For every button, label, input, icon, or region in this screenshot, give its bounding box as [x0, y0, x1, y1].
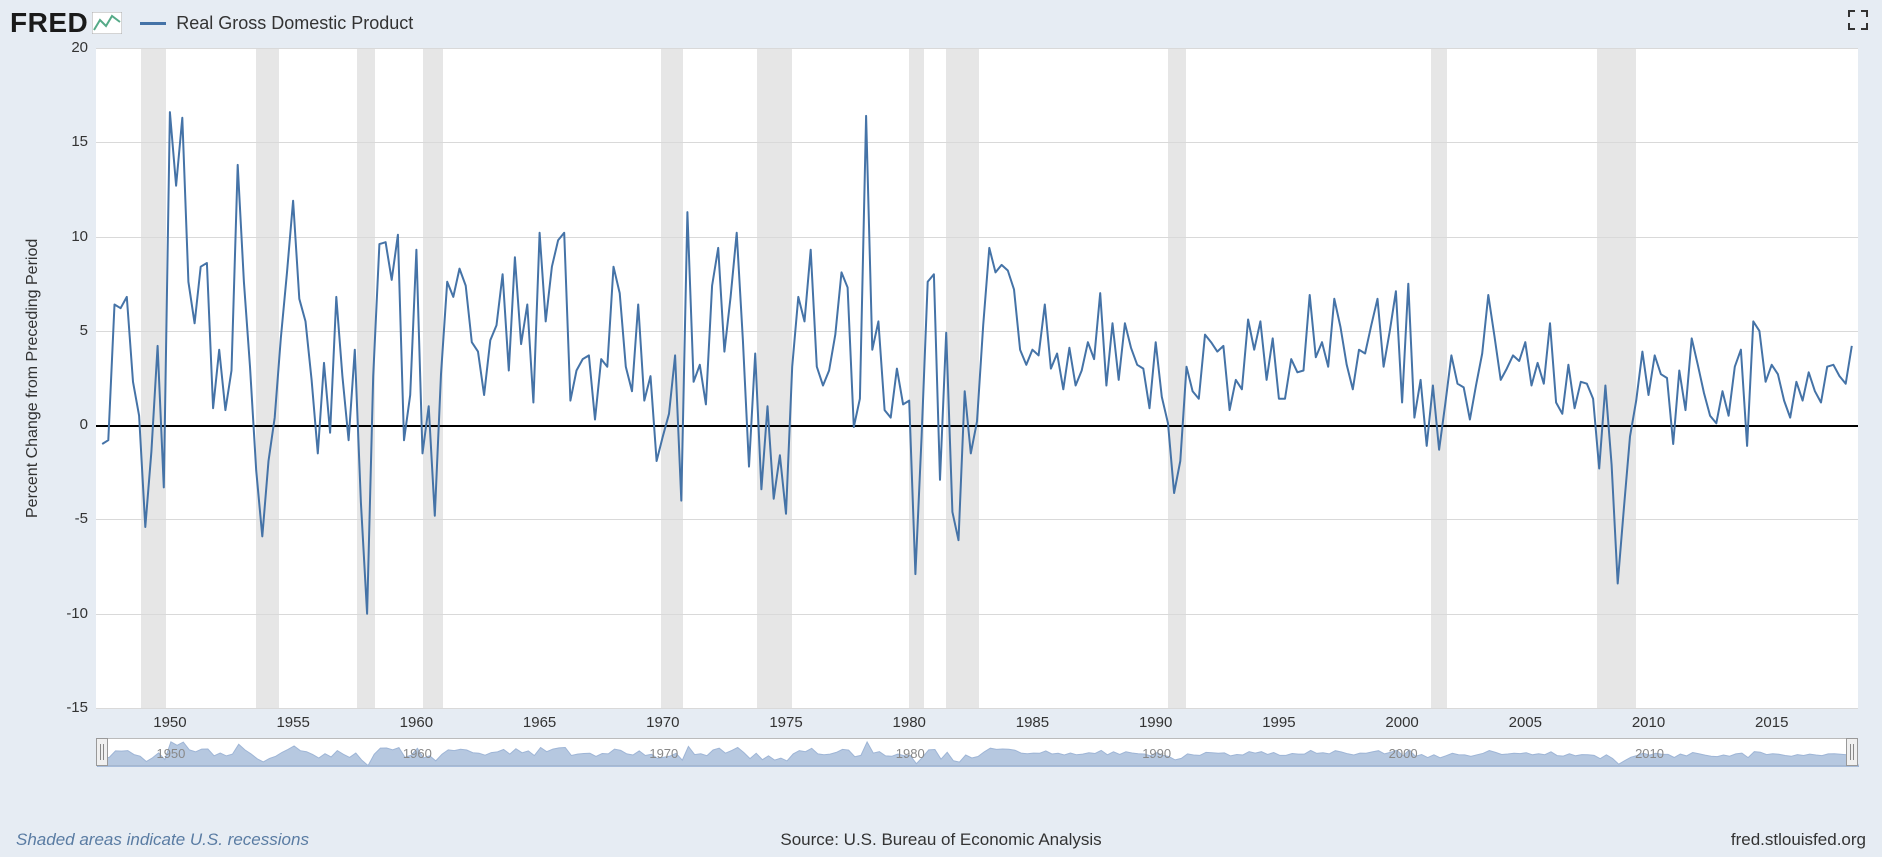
xtick-label: 2010 — [1632, 714, 1665, 731]
xtick-label: 1990 — [1139, 714, 1172, 731]
footer-source: Source: U.S. Bureau of Economic Analysis — [780, 830, 1101, 850]
chart-header: FRED Real Gross Domestic Product — [0, 0, 1882, 40]
ytick-label: 20 — [48, 39, 88, 56]
fred-logo-icon — [92, 12, 122, 34]
legend-line-swatch — [140, 22, 166, 25]
xtick-label: 2000 — [1385, 714, 1418, 731]
fred-logo: FRED — [10, 7, 88, 39]
xtick-label: 1950 — [153, 714, 186, 731]
xtick-label: 1985 — [1016, 714, 1049, 731]
navigator-year-label: 1990 — [1142, 746, 1171, 761]
xtick-label: 1965 — [523, 714, 556, 731]
navigator-year-label: 1980 — [896, 746, 925, 761]
ytick-label: 0 — [48, 416, 88, 433]
xtick-label: 1960 — [400, 714, 433, 731]
ytick-label: -5 — [48, 510, 88, 527]
legend[interactable]: Real Gross Domestic Product — [140, 13, 413, 34]
xtick-label: 2005 — [1509, 714, 1542, 731]
ytick-label: 10 — [48, 228, 88, 245]
ytick-label: 5 — [48, 322, 88, 339]
xtick-label: 2015 — [1755, 714, 1788, 731]
time-navigator[interactable]: 1950 1960 1970 1980 1990 2000 2010 — [96, 738, 1858, 766]
footer-url: fred.stlouisfed.org — [1731, 830, 1866, 850]
fullscreen-icon[interactable] — [1848, 10, 1868, 30]
navigator-year-label: 2000 — [1389, 746, 1418, 761]
footer-recessions-note: Shaded areas indicate U.S. recessions — [16, 830, 309, 850]
xtick-label: 1975 — [769, 714, 802, 731]
xtick-label: 1955 — [276, 714, 309, 731]
ytick-label: -15 — [48, 699, 88, 716]
navigator-year-label: 1950 — [156, 746, 185, 761]
xtick-label: 1980 — [893, 714, 926, 731]
xtick-label: 1970 — [646, 714, 679, 731]
chart-plot-area[interactable] — [96, 48, 1858, 708]
y-axis-label: Percent Change from Preceding Period — [24, 239, 42, 518]
series-svg — [96, 48, 1858, 708]
navigator-handle-left[interactable] — [96, 738, 108, 766]
navigator-handle-right[interactable] — [1846, 738, 1858, 766]
xtick-label: 1995 — [1262, 714, 1295, 731]
gridline-h — [96, 708, 1858, 709]
navigator-year-label: 2010 — [1635, 746, 1664, 761]
chart-footer: Shaded areas indicate U.S. recessions So… — [0, 823, 1882, 857]
navigator-year-label: 1960 — [403, 746, 432, 761]
ytick-label: -10 — [48, 605, 88, 622]
ytick-label: 15 — [48, 133, 88, 150]
navigator-year-label: 1970 — [649, 746, 678, 761]
legend-label: Real Gross Domestic Product — [176, 13, 413, 34]
